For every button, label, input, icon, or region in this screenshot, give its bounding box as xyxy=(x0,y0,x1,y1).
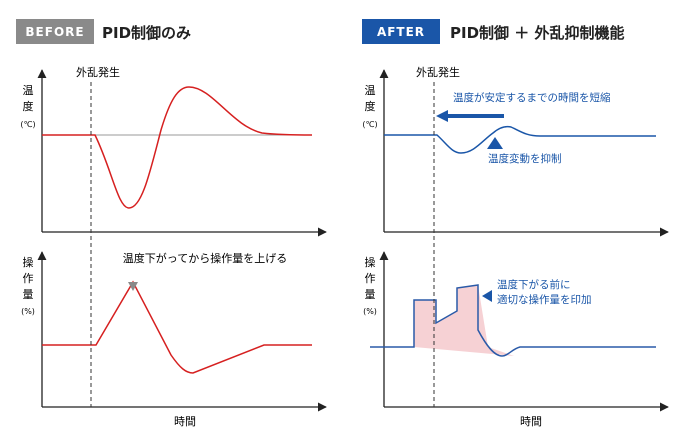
after-note-preempt-1: 温度下がる前に xyxy=(497,278,571,291)
before-badge-label: BEFORE xyxy=(25,25,84,39)
before-note-marker xyxy=(128,282,138,291)
before-output-curve xyxy=(42,280,312,374)
after-disturbance-label: 外乱発生 xyxy=(416,65,460,79)
before-output-ylabel-3: 量 xyxy=(23,288,34,301)
after-temperature-curve xyxy=(384,125,656,154)
after-note-stable: 温度が安定するまでの時間を短縮 xyxy=(453,91,611,104)
after-preempt-marker xyxy=(482,290,492,302)
before-temperature-chart: 温 度 (℃) xyxy=(20,69,327,237)
before-temp-ylabel-1: 温 xyxy=(23,84,34,97)
before-temp-yunit: (℃) xyxy=(20,120,35,129)
after-suppress-marker xyxy=(487,137,503,149)
after-output-ylabel-3: 量 xyxy=(365,288,376,301)
after-preemptive-area xyxy=(414,285,514,356)
before-disturbance-label: 外乱発生 xyxy=(76,65,120,79)
after-output-chart: 操 作 量 (%) 温度下がる前に 適切な操作量を印加 xyxy=(363,251,669,412)
after-temp-ylabel-2: 度 xyxy=(365,99,376,113)
before-note: 温度下がってから操作量を上げる xyxy=(123,251,287,265)
before-output-yunit: (%) xyxy=(21,307,35,316)
after-temp-ylabel-1: 温 xyxy=(365,84,376,97)
after-output-yunit: (%) xyxy=(363,307,377,316)
before-panel: BEFORE PID制御のみ 温 度 (℃) 操 作 量 (%) 温度下がってか… xyxy=(16,19,327,428)
before-title: PID制御のみ xyxy=(102,24,191,42)
before-output-ylabel-2: 作 xyxy=(23,272,34,285)
after-badge-label: AFTER xyxy=(377,25,425,39)
before-output-chart: 操 作 量 (%) 温度下がってから操作量を上げる xyxy=(21,251,327,412)
before-temperature-curve xyxy=(42,86,313,209)
after-note-preempt-2: 適切な操作量を印加 xyxy=(497,293,592,306)
before-output-ylabel-1: 操 xyxy=(23,255,34,269)
after-temperature-chart: 温 度 (℃) 温度が安定するまでの時間を短縮 温度変動を抑制 xyxy=(362,69,669,237)
after-title: PID制御 ＋ 外乱抑制機能 xyxy=(450,24,624,42)
before-temp-ylabel-2: 度 xyxy=(23,99,34,113)
before-badge xyxy=(16,19,94,44)
after-temp-yunit: (℃) xyxy=(362,120,377,129)
after-output-ylabel-1: 操 xyxy=(365,255,376,269)
after-output-ylabel-2: 作 xyxy=(365,272,376,285)
after-output-curve xyxy=(370,284,656,357)
after-panel: AFTER PID制御 ＋ 外乱抑制機能 温 度 (℃) 温度が安定するまでの時… xyxy=(362,19,669,428)
after-shorten-arrow xyxy=(436,110,504,122)
after-note-suppress: 温度変動を抑制 xyxy=(488,152,562,165)
after-badge xyxy=(362,19,440,44)
before-xlabel: 時間 xyxy=(174,415,196,428)
after-xlabel: 時間 xyxy=(520,415,542,428)
